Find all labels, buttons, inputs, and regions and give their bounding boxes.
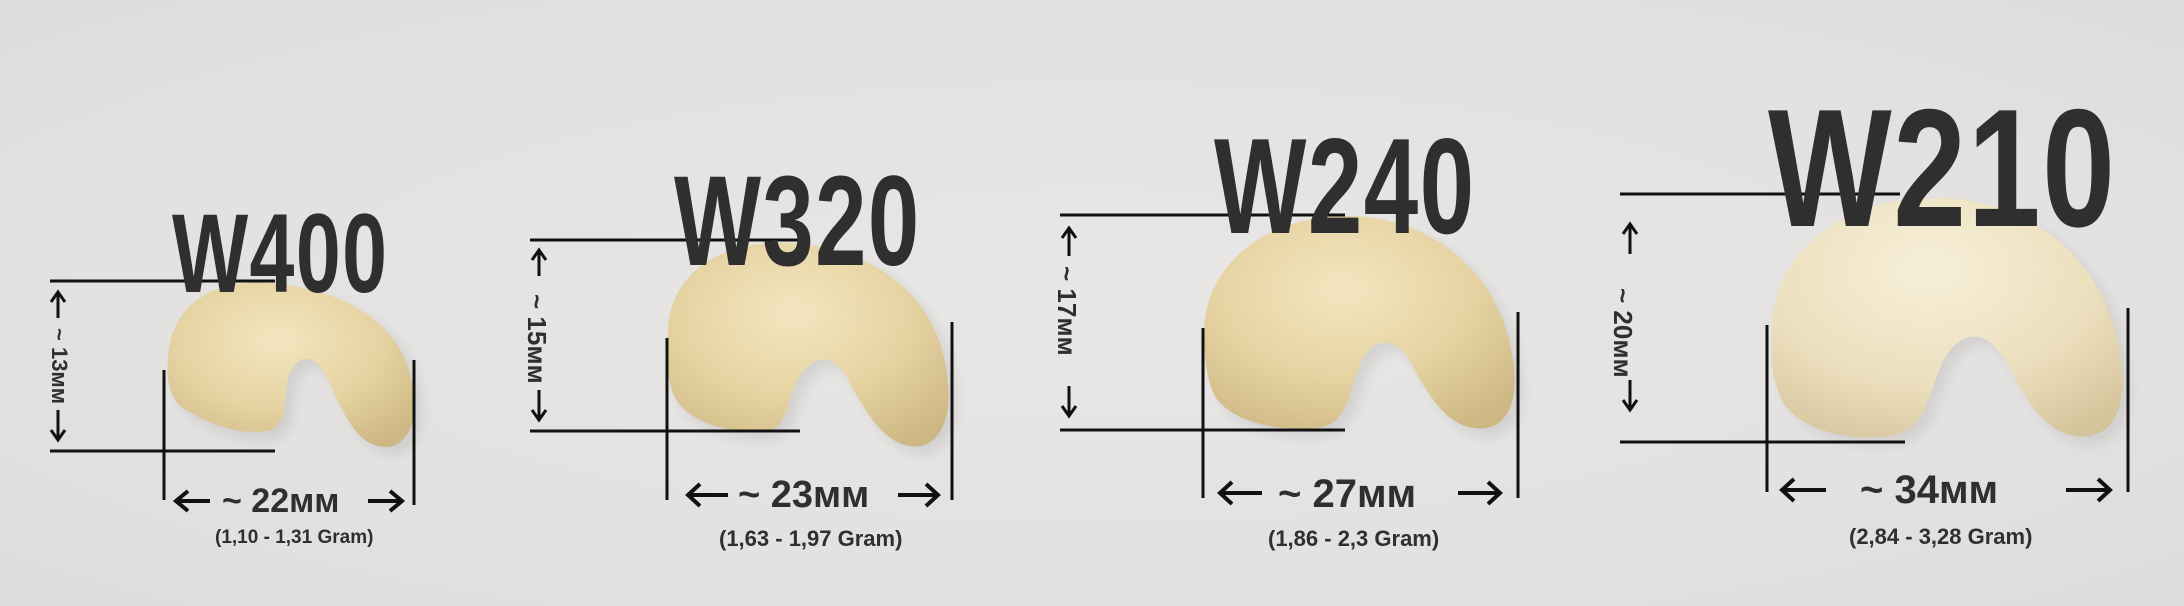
width-label-w400: ~ 22мм — [222, 482, 340, 520]
height-label-w240: ~ 17мм — [1052, 266, 1082, 356]
cashew-w320 — [666, 242, 957, 455]
cashew-w400 — [167, 282, 423, 456]
weight-label-w320: (1,63 - 1,97 Gram) — [719, 526, 903, 551]
grade-label-w320: W320 — [674, 150, 921, 293]
grade-label-w240: W240 — [1214, 110, 1476, 262]
w400-width-arrows — [172, 489, 406, 513]
w210-measure-lines — [1620, 192, 2130, 492]
w320-width-arrows — [685, 482, 941, 508]
w400-height-arrow — [49, 289, 67, 443]
weight-label-w210: (2,84 - 3,28 Gram) — [1849, 524, 2033, 549]
w240-width-arrows — [1217, 480, 1503, 506]
w320-height-arrow — [530, 247, 548, 423]
grade-label-w400: W400 — [172, 191, 389, 316]
w320-measure-lines — [530, 238, 954, 500]
height-label-w210: ~ 20мм — [1608, 288, 1638, 378]
cashew-w240 — [1204, 215, 1523, 437]
width-label-w320: ~ 23мм — [738, 474, 870, 516]
w210-width-arrows — [1779, 477, 2113, 503]
w400-measure-lines — [50, 279, 416, 505]
cashew-w210 — [1771, 197, 2131, 446]
height-label-w320: ~ 15мм — [522, 294, 552, 384]
w210-height-arrow — [1621, 221, 1639, 413]
grade-label-w210: W210 — [1768, 74, 2117, 262]
w240-height-arrow — [1060, 225, 1078, 419]
weight-label-w400: (1,10 - 1,31 Gram) — [215, 527, 374, 548]
height-label-w400: ~ 13мм — [47, 328, 72, 404]
width-label-w210: ~ 34мм — [1860, 468, 1999, 512]
weight-label-w240: (1,86 - 2,3 Gram) — [1268, 526, 1440, 551]
width-label-w240: ~ 27мм — [1278, 472, 1417, 516]
w240-measure-lines — [1060, 213, 1520, 498]
